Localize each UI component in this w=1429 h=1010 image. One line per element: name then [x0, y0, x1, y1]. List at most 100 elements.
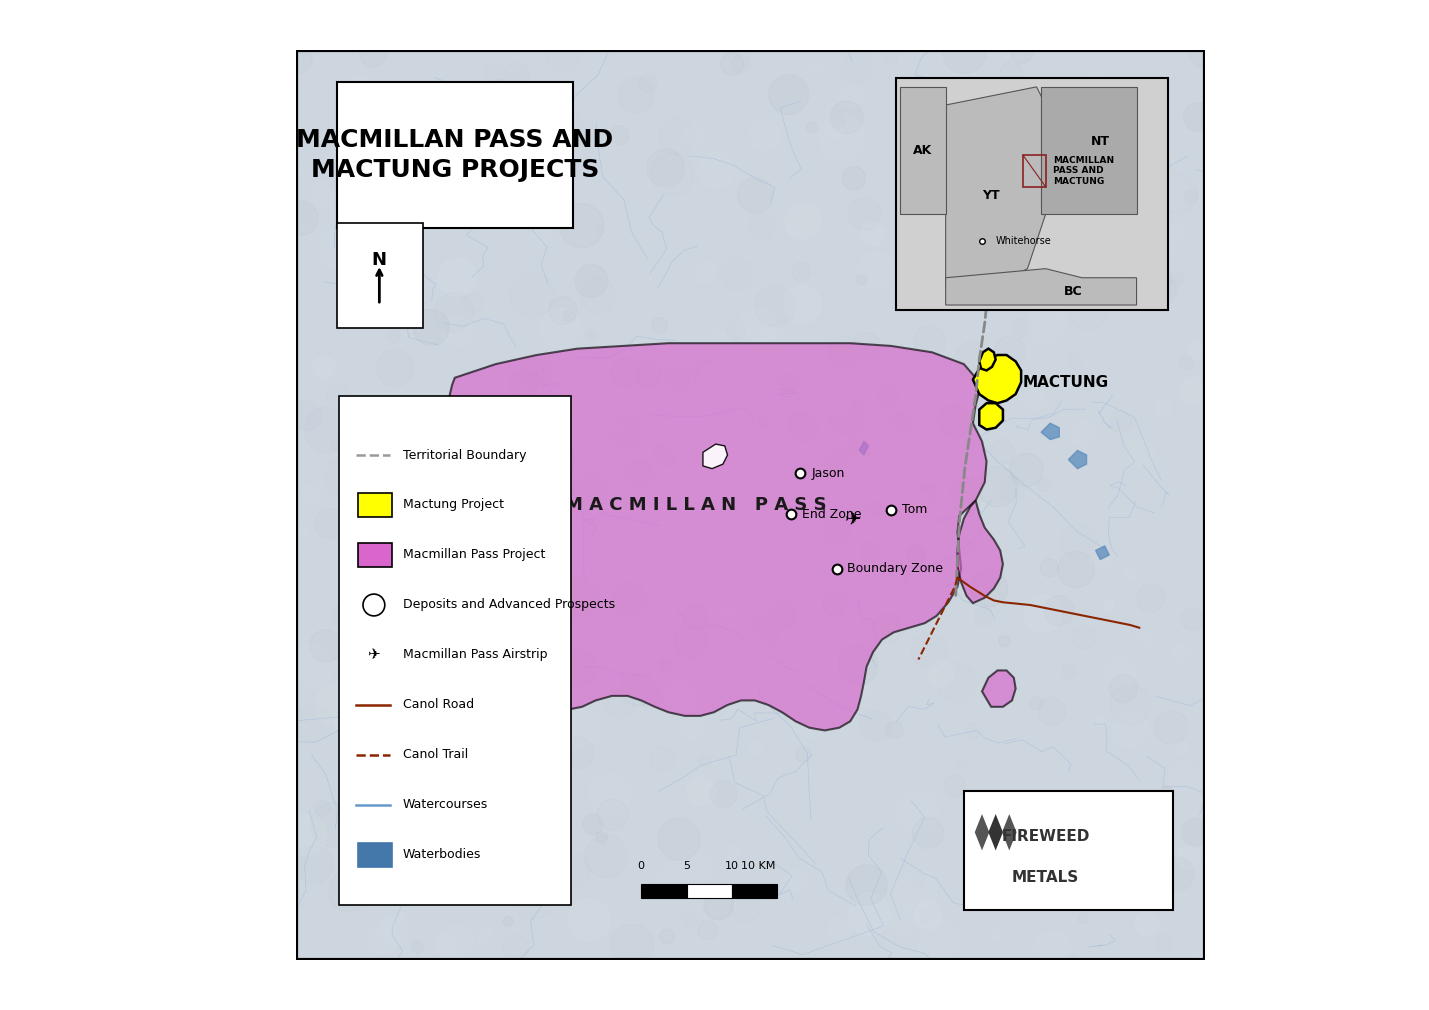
Circle shape [377, 915, 410, 947]
Circle shape [1126, 438, 1156, 469]
Circle shape [785, 869, 809, 893]
Circle shape [674, 625, 707, 658]
Bar [1023, 155, 1046, 187]
Circle shape [892, 412, 910, 431]
Circle shape [480, 348, 503, 373]
Circle shape [1157, 175, 1198, 214]
Circle shape [522, 358, 552, 388]
Circle shape [1066, 126, 1085, 145]
Circle shape [1177, 846, 1200, 870]
Circle shape [1023, 819, 1063, 860]
Circle shape [302, 486, 320, 503]
Circle shape [1182, 818, 1210, 846]
Circle shape [660, 929, 674, 943]
Circle shape [592, 106, 600, 115]
Circle shape [982, 568, 1006, 592]
Polygon shape [1096, 545, 1109, 560]
Circle shape [746, 647, 785, 685]
Circle shape [737, 178, 773, 213]
Circle shape [332, 180, 342, 190]
Circle shape [313, 363, 357, 406]
Circle shape [1160, 857, 1195, 891]
Circle shape [1187, 951, 1203, 968]
Circle shape [1105, 601, 1115, 610]
Circle shape [976, 837, 1013, 876]
Circle shape [556, 853, 590, 888]
Circle shape [902, 492, 933, 523]
Circle shape [506, 823, 520, 837]
Polygon shape [975, 814, 989, 850]
Circle shape [1139, 633, 1152, 646]
Circle shape [886, 721, 903, 738]
Circle shape [827, 397, 866, 435]
Circle shape [333, 710, 343, 720]
Circle shape [810, 63, 822, 75]
Circle shape [1100, 168, 1133, 201]
Circle shape [426, 80, 466, 120]
Circle shape [727, 320, 746, 339]
Circle shape [1062, 523, 1097, 560]
FancyBboxPatch shape [357, 543, 392, 567]
Circle shape [840, 52, 873, 84]
Circle shape [1083, 951, 1097, 967]
Circle shape [856, 653, 867, 665]
Polygon shape [1042, 87, 1136, 214]
Circle shape [510, 273, 554, 317]
Circle shape [422, 706, 464, 749]
Circle shape [995, 98, 1007, 110]
Circle shape [442, 553, 464, 577]
Circle shape [350, 471, 392, 512]
Circle shape [892, 947, 906, 963]
Circle shape [750, 120, 780, 150]
Circle shape [823, 592, 847, 616]
Circle shape [289, 643, 334, 688]
Circle shape [492, 637, 514, 661]
Circle shape [872, 613, 902, 642]
Circle shape [849, 437, 870, 460]
Text: 10: 10 [725, 861, 739, 871]
Circle shape [737, 307, 777, 347]
Circle shape [772, 736, 793, 759]
Circle shape [746, 102, 766, 122]
Circle shape [343, 578, 370, 605]
Circle shape [973, 234, 989, 250]
Circle shape [1149, 274, 1179, 303]
Circle shape [494, 79, 504, 89]
Circle shape [1013, 318, 1032, 337]
Circle shape [512, 809, 526, 824]
FancyBboxPatch shape [339, 396, 572, 905]
Circle shape [1050, 818, 1085, 852]
Circle shape [1070, 794, 1109, 831]
Text: Boundary Zone: Boundary Zone [847, 563, 943, 575]
Circle shape [1007, 677, 1020, 689]
Circle shape [403, 123, 442, 163]
Circle shape [1160, 786, 1173, 798]
Circle shape [876, 384, 899, 406]
Circle shape [727, 630, 769, 671]
Circle shape [594, 602, 617, 626]
Circle shape [1155, 711, 1187, 744]
Circle shape [637, 552, 676, 591]
Circle shape [722, 53, 743, 76]
Circle shape [297, 208, 312, 222]
Circle shape [1010, 247, 1049, 286]
Circle shape [857, 685, 870, 697]
Circle shape [362, 707, 399, 744]
Circle shape [1170, 643, 1190, 664]
Circle shape [1010, 453, 1043, 487]
Circle shape [1185, 190, 1198, 204]
Circle shape [995, 336, 1025, 367]
Circle shape [572, 471, 607, 505]
Circle shape [1155, 400, 1172, 417]
Circle shape [842, 53, 873, 84]
Circle shape [720, 605, 735, 618]
FancyBboxPatch shape [337, 82, 573, 228]
Text: Macmillan Pass Project: Macmillan Pass Project [403, 548, 546, 562]
Circle shape [649, 141, 663, 156]
Circle shape [683, 926, 727, 970]
Circle shape [612, 582, 646, 616]
Circle shape [1027, 304, 1066, 343]
Circle shape [693, 361, 722, 389]
Circle shape [722, 344, 750, 374]
Circle shape [1183, 102, 1212, 131]
